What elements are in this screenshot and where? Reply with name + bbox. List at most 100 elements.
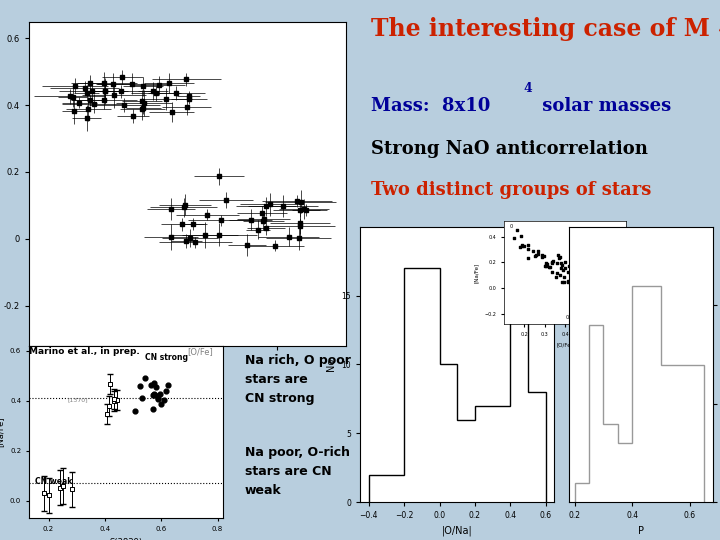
Point — [607, 310, 618, 319]
Point — [516, 242, 528, 251]
Point — [516, 232, 527, 241]
Point — [539, 262, 551, 271]
Point — [511, 226, 523, 235]
Point — [161, 387, 172, 395]
Point — [134, 382, 145, 390]
Point — [544, 262, 555, 271]
Point — [585, 288, 596, 296]
Point — [570, 265, 581, 274]
Point — [557, 265, 569, 274]
Point — [555, 259, 567, 267]
Point — [605, 315, 616, 324]
Point — [516, 241, 527, 250]
Text: Two distinct groups of stars: Two distinct groups of stars — [371, 181, 651, 199]
Text: 4: 4 — [523, 82, 533, 95]
Point — [558, 278, 570, 286]
Point — [541, 259, 553, 268]
Point — [584, 290, 595, 299]
Point — [552, 251, 564, 260]
Point — [162, 380, 174, 389]
Text: Strong NaO anticorrelation: Strong NaO anticorrelation — [371, 140, 648, 158]
Point — [155, 400, 166, 408]
Point — [44, 491, 55, 500]
Point — [578, 280, 590, 289]
Point — [573, 282, 585, 291]
Point — [551, 259, 562, 267]
Point — [147, 404, 158, 413]
Point — [66, 485, 78, 494]
Point — [111, 395, 122, 404]
Point — [101, 409, 112, 418]
Point — [559, 273, 570, 281]
X-axis label: S(3839): S(3839) — [109, 538, 143, 540]
Point — [562, 278, 573, 286]
Point — [582, 288, 594, 296]
Point — [546, 257, 557, 266]
Point — [551, 273, 562, 282]
Point — [514, 243, 526, 252]
Point — [108, 397, 120, 406]
Text: The interesting case of M 4: The interesting case of M 4 — [371, 17, 720, 41]
Point — [527, 247, 539, 255]
Text: Mass:  8x10: Mass: 8x10 — [371, 97, 490, 115]
Point — [546, 267, 558, 276]
Text: [O/Fe]: [O/Fe] — [187, 347, 213, 356]
Point — [556, 261, 567, 269]
Point — [518, 241, 529, 250]
Point — [559, 258, 571, 267]
Point — [104, 380, 116, 389]
Point — [522, 245, 534, 253]
Point — [139, 374, 150, 382]
Point — [536, 253, 548, 261]
Point — [58, 482, 69, 490]
Point — [529, 252, 541, 260]
Text: Na poor, O-rich
stars are CN
weak: Na poor, O-rich stars are CN weak — [245, 446, 350, 497]
Point — [569, 280, 580, 289]
Point — [580, 281, 591, 289]
Point — [590, 305, 602, 313]
Point — [554, 253, 566, 262]
X-axis label: [O/Fe]: [O/Fe] — [557, 342, 574, 347]
Point — [564, 268, 576, 276]
Point — [532, 246, 544, 255]
Point — [567, 264, 578, 273]
Point — [108, 395, 120, 403]
Point — [552, 269, 563, 278]
Point — [587, 285, 598, 294]
Point — [563, 261, 575, 270]
Point — [554, 271, 566, 280]
Point — [523, 254, 534, 262]
Point — [606, 294, 618, 303]
Y-axis label: [Na/Fe]: [Na/Fe] — [474, 262, 479, 283]
Point — [595, 294, 606, 302]
Point — [582, 281, 593, 289]
Point — [147, 390, 158, 399]
Point — [152, 395, 163, 403]
Text: [1370]: [1370] — [68, 397, 89, 402]
Point — [594, 305, 606, 313]
Point — [588, 299, 600, 307]
Point — [136, 393, 148, 402]
Point — [603, 302, 615, 311]
Text: 0.75: 0.75 — [565, 315, 576, 320]
Point — [103, 402, 114, 410]
Point — [532, 249, 544, 258]
Point — [154, 389, 166, 398]
X-axis label: P: P — [638, 526, 644, 536]
Point — [601, 299, 613, 307]
Point — [559, 264, 571, 273]
Point — [594, 309, 606, 318]
Text: Na rich, O poor
stars are
CN strong: Na rich, O poor stars are CN strong — [245, 354, 351, 405]
Point — [522, 241, 534, 249]
Point — [606, 296, 617, 305]
Y-axis label: [Na/Fe]: [Na/Fe] — [0, 417, 4, 447]
Point — [608, 302, 620, 311]
Point — [152, 394, 163, 402]
Point — [158, 395, 170, 404]
Point — [530, 251, 541, 260]
Point — [547, 256, 559, 265]
X-axis label: |O/Na|: |O/Na| — [442, 526, 472, 536]
Point — [536, 251, 547, 259]
Point — [148, 390, 160, 399]
Point — [130, 406, 141, 415]
